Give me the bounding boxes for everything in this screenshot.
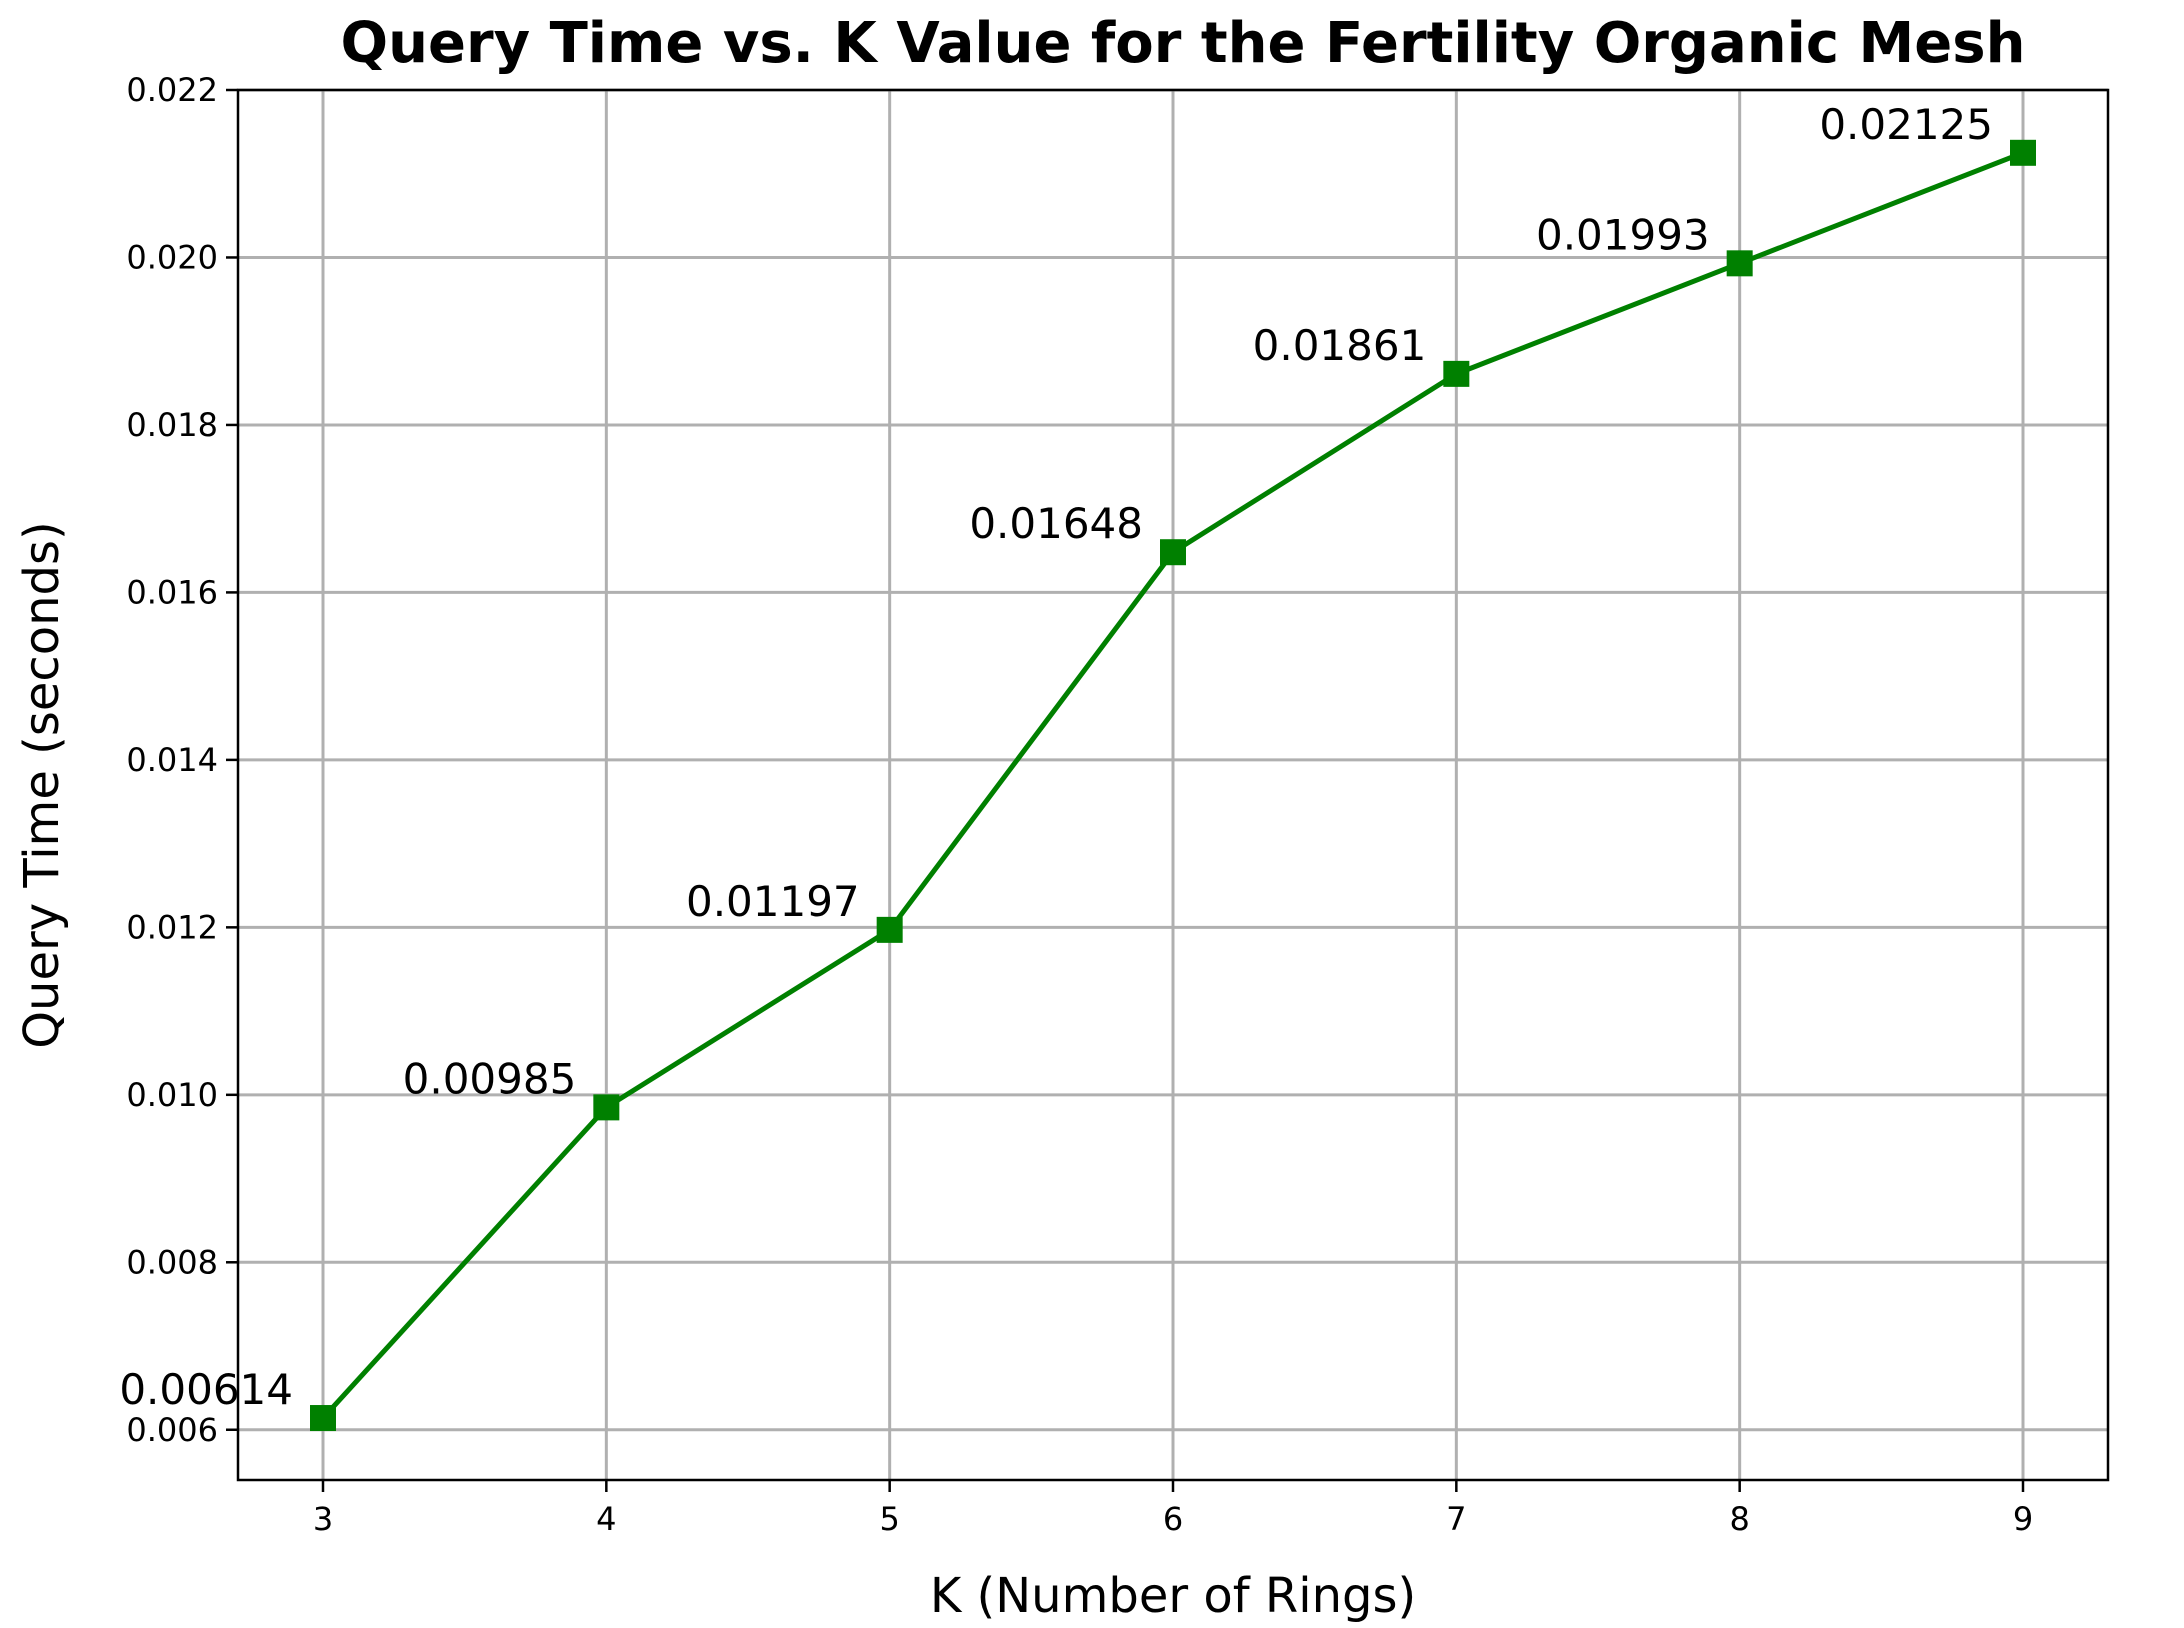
y-tick-label: 0.022 xyxy=(126,71,218,109)
data-point-marker xyxy=(1726,250,1753,277)
x-tick-label: 7 xyxy=(1446,1500,1466,1538)
y-tick-label: 0.016 xyxy=(126,573,218,611)
x-tick-label: 6 xyxy=(1163,1500,1183,1538)
y-tick-label: 0.010 xyxy=(126,1076,218,1114)
data-point-marker xyxy=(2010,139,2036,166)
data-point-label: 0.01993 xyxy=(1536,210,1710,259)
x-tick-label: 5 xyxy=(879,1500,899,1538)
axis-ticks: 3 4 5 6 7 8 9 0.006 0.008 0.010 0.012 0.014 0.016 0.0… xyxy=(126,71,2033,1538)
data-point-label: 0.01197 xyxy=(686,877,860,926)
y-axis-label: Query Time (seconds) xyxy=(14,521,70,1049)
data-point-label: 0.00614 xyxy=(119,1365,293,1414)
grid xyxy=(238,88,2108,1480)
y-tick-label: 0.020 xyxy=(126,238,218,276)
data-point-label: 0.01648 xyxy=(969,499,1143,548)
data-point-label: 0.00985 xyxy=(403,1054,577,1103)
y-tick-label: 0.014 xyxy=(126,741,218,779)
data-point-marker xyxy=(1443,360,1470,387)
y-tick-label: 0.008 xyxy=(126,1243,218,1281)
chart-title: Query Time vs. K Value for the Fertility… xyxy=(341,11,2026,76)
data-labels: 0.00614 0.00985 0.01197 0.01648 0.01861 0.019… xyxy=(119,100,1993,1414)
series-group xyxy=(310,139,2036,1432)
x-tick-label: 9 xyxy=(2013,1500,2033,1538)
data-point-label: 0.02125 xyxy=(1819,100,1993,149)
y-tick-label: 0.012 xyxy=(126,908,218,946)
plot-frame xyxy=(236,88,2110,1482)
data-point-label: 0.01861 xyxy=(1253,321,1427,370)
x-tick-label: 4 xyxy=(596,1500,616,1538)
x-tick-label: 8 xyxy=(1729,1500,1749,1538)
data-point-marker xyxy=(876,916,903,943)
y-tick-label: 0.018 xyxy=(126,406,218,444)
x-tick-label: 3 xyxy=(313,1500,333,1538)
data-point-marker xyxy=(593,1094,620,1121)
data-point-marker xyxy=(310,1405,336,1432)
data-point-marker xyxy=(1160,539,1186,566)
y-tick-label: 0.006 xyxy=(126,1411,218,1449)
x-axis-label: K (Number of Rings) xyxy=(930,1568,1416,1624)
